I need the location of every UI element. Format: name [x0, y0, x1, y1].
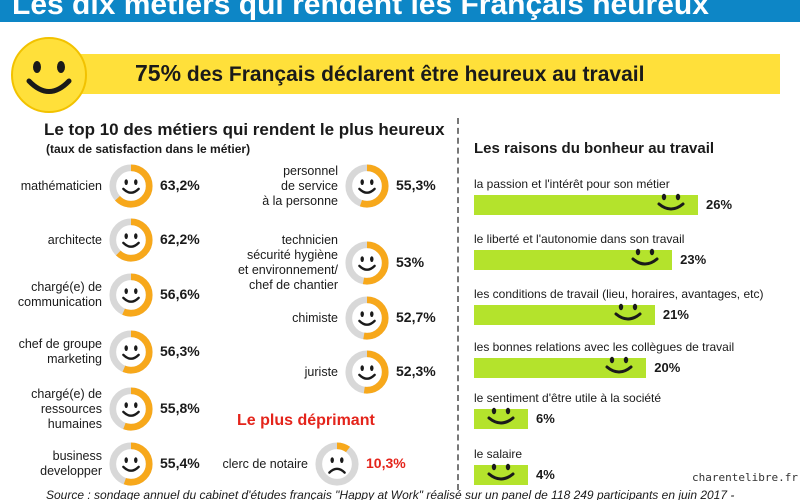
reason-label: le salaire: [474, 447, 523, 461]
satisfaction-arc: [315, 442, 359, 486]
satisfaction-arc: [345, 241, 389, 285]
reason-label: les bonnes relations avec les collègues …: [474, 340, 735, 354]
satisfaction-arc: [109, 442, 153, 486]
smiley-donut-icon: [345, 296, 389, 340]
job-value: 62,2%: [160, 231, 200, 247]
satisfaction-arc: [345, 350, 389, 394]
smiley-donut-icon: [109, 387, 153, 431]
smiley-donut-icon: [109, 330, 153, 374]
job-label: chargé(e) de communication: [17, 280, 102, 309]
reason-label: les conditions de travail (lieu, horaire…: [474, 287, 764, 301]
job-value: 56,3%: [160, 343, 200, 359]
smiley-face-icon: [487, 407, 515, 425]
reason-value: 4%: [536, 467, 555, 482]
headline-percent: 75%: [135, 60, 182, 86]
satisfaction-arc: [109, 387, 153, 431]
reason-value: 20%: [654, 360, 681, 375]
reason-value: 23%: [680, 252, 707, 267]
smiley-face-icon: [614, 303, 642, 321]
headline-text: des Français déclarent être heureux au t…: [181, 63, 645, 86]
source-note: Source : sondage annuel du cabinet d'étu…: [46, 488, 735, 500]
reason-label: le sentiment d'être utile à la société: [474, 391, 662, 405]
job-value: 63,2%: [160, 177, 200, 193]
job-label: chimiste: [292, 310, 338, 325]
job-label: chef de groupe marketing: [18, 337, 102, 366]
satisfaction-arc: [109, 273, 153, 317]
satisfaction-arc: [109, 330, 153, 374]
job-label: personnel de service à la personne: [262, 163, 338, 208]
job-label: technicien sécurité hygiène et environne…: [237, 233, 338, 292]
smiley-donut-icon: [109, 164, 153, 208]
job-label: mathématicien: [20, 178, 102, 193]
job-label: juriste: [304, 364, 338, 379]
job-label: clerc de notaire: [222, 456, 308, 471]
smiley-donut-icon: [109, 442, 153, 486]
smiley-donut-icon: [345, 164, 389, 208]
job-value: 52,3%: [396, 363, 436, 379]
reason-label: le liberté et l'autonomie dans son trava…: [474, 232, 685, 246]
job-value: 55,3%: [396, 177, 436, 193]
title-bar: Les dix métiers qui rendent les Français…: [0, 0, 800, 22]
reason-bar: [474, 465, 528, 485]
top10-subtitle: (taux de satisfaction dans le métier): [46, 142, 251, 156]
reason-bar: [474, 195, 698, 215]
job-value: 10,3%: [366, 455, 406, 471]
reason-bar: [474, 250, 673, 270]
smiley-face-icon: [487, 463, 515, 481]
site-credit: charentelibre.fr: [692, 471, 798, 484]
job-value: 55,4%: [160, 455, 200, 471]
smiley-face-icon: [631, 248, 659, 266]
smiley-face-icon: [605, 356, 633, 374]
smiley-donut-icon: [109, 273, 153, 317]
reason-value: 21%: [662, 307, 689, 322]
satisfaction-arc: [109, 218, 153, 262]
job-value: 55,8%: [160, 400, 200, 416]
job-label: architecte: [47, 232, 102, 247]
job-value: 53%: [396, 254, 425, 270]
page-title: Les dix métiers qui rendent les Français…: [12, 0, 709, 21]
worst-job-title: Le plus déprimant: [237, 412, 375, 429]
reason-value: 6%: [536, 411, 555, 426]
reason-value: 26%: [706, 197, 733, 212]
smiley-donut-icon: [109, 218, 153, 262]
smiley-donut-icon: [345, 241, 389, 285]
satisfaction-arc: [345, 164, 389, 208]
top10-title: Le top 10 des métiers qui rendent le plu…: [44, 120, 445, 139]
headline: 75% des Français déclarent être heureux …: [135, 60, 644, 87]
smiley-face-icon: [657, 193, 685, 211]
reasons-title: Les raisons du bonheur au travail: [474, 140, 715, 157]
reason-bar: [474, 305, 655, 325]
job-value: 52,7%: [396, 309, 436, 325]
reason-bar: [474, 409, 528, 429]
sad-donut-icon: [315, 442, 359, 486]
job-value: 56,6%: [160, 286, 200, 302]
job-label: chargé(e) de ressources humaines: [31, 386, 102, 431]
dashed-divider: [457, 118, 459, 490]
reason-label: la passion et l'intérêt pour son métier: [474, 177, 670, 191]
big-smiley-icon: [11, 37, 87, 113]
satisfaction-arc: [345, 296, 389, 340]
smiley-donut-icon: [345, 350, 389, 394]
reason-bar: [474, 358, 647, 378]
job-label: business developper: [40, 449, 102, 478]
satisfaction-arc: [109, 164, 153, 208]
headline-band: [60, 54, 780, 94]
